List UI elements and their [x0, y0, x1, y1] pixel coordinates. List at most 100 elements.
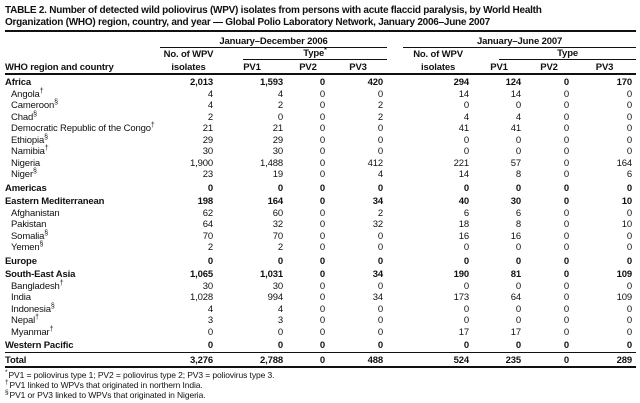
value-cell: 0 [463, 242, 470, 253]
type-footnote-marker: * [324, 46, 327, 54]
table-row: Bangladesh† 30 30 0 0 0 0 0 0 [5, 279, 636, 293]
value-cell: 0 [377, 88, 384, 100]
value-cell: 4 [515, 111, 522, 123]
pv1-header-2007: PV1 [473, 60, 526, 75]
column-gap [387, 267, 403, 281]
value-cell: 198 [197, 196, 214, 207]
value-cell: 0 [319, 100, 325, 111]
period-2006-header: January–December 2006 [160, 31, 388, 48]
table-row: Niger§ 23 19 0 4 14 8 0 6 [5, 167, 636, 181]
value-cell: 2 [377, 100, 384, 111]
pv2-header-2006: PV2 [287, 60, 329, 75]
value-cell: 0 [563, 157, 570, 169]
table-row: Ethiopia§ 29 29 0 0 0 0 0 0 [5, 133, 636, 147]
value-cell: 0 [277, 326, 283, 338]
footnote-marker: † [35, 313, 39, 321]
value-cell: 0 [515, 182, 522, 194]
value-cell: 4 [207, 303, 213, 315]
value-cell: 0 [563, 292, 570, 303]
column-gap [387, 112, 403, 124]
isolates-subheader-2006: isolates [160, 60, 217, 75]
value-cell: 2,013 [189, 77, 213, 88]
value-cell: 2 [377, 111, 384, 123]
row-label: Chad§ [11, 110, 37, 123]
value-cell: 0 [515, 100, 522, 111]
value-cell: 0 [515, 303, 522, 315]
value-cell: 4 [463, 111, 470, 123]
table-row: South-East Asia 1,065 1,031 0 34 190 81 0 109 [5, 267, 636, 281]
column-gap [387, 48, 403, 61]
value-cell: 3 [277, 315, 283, 326]
isolates-header-2006: No. of WPV [163, 49, 214, 60]
row-label: Pakistan [11, 219, 47, 230]
row-label: Americas [5, 182, 47, 194]
type-label-2006: Type [303, 48, 325, 59]
footnote-marker: † [44, 144, 49, 152]
value-cell: 0 [319, 196, 325, 207]
value-cell: 41 [510, 123, 522, 134]
value-cell: 289 [573, 351, 637, 368]
value-cell: 14 [458, 88, 470, 100]
value-cell: 294 [453, 77, 470, 88]
row-label: Democratic Republic of the Congo† [11, 121, 155, 134]
value-cell: 0 [319, 88, 325, 100]
value-cell: 2,788 [217, 351, 287, 368]
value-cell: 34 [372, 196, 384, 207]
value-cell: 3,276 [160, 351, 217, 368]
value-cell: 164 [616, 157, 633, 169]
row-label: Western Pacific [5, 340, 74, 351]
footnote-type-definitions: *PV1 = poliovirus type 1; PV2 = poliovir… [5, 369, 636, 380]
value-cell: 30 [202, 280, 213, 292]
value-cell: 0 [277, 182, 283, 194]
value-cell: 34 [372, 269, 384, 280]
value-cell: 0 [463, 182, 470, 194]
value-cell: 0 [319, 134, 325, 146]
value-cell: 190 [453, 269, 470, 280]
value-cell: 0 [626, 134, 633, 146]
value-cell: 18 [458, 219, 470, 230]
value-cell: 1,031 [259, 269, 283, 280]
value-cell: 70 [202, 230, 213, 242]
value-cell: 2 [377, 207, 384, 219]
footnote-marker: § [32, 167, 37, 175]
row-label: Ethiopia§ [11, 133, 48, 146]
value-cell: 17 [458, 326, 470, 338]
value-cell: 0 [207, 255, 213, 267]
footnote-marker: § [44, 229, 49, 237]
footnotes: *PV1 = poliovirus type 1; PV2 = poliovir… [5, 369, 636, 400]
row-label: Nigeria [11, 157, 41, 169]
footnote-marker: † [59, 279, 64, 287]
value-cell: 30 [272, 146, 283, 157]
table-row: Democratic Republic of the Congo† 21 21 0 0 4… [5, 121, 636, 135]
value-cell: 0 [626, 340, 633, 351]
value-cell: 16 [458, 230, 470, 242]
value-cell: 994 [267, 292, 284, 303]
value-cell: 0 [626, 230, 633, 242]
value-cell: 0 [319, 146, 325, 157]
column-gap [387, 231, 403, 243]
value-cell: 0 [563, 134, 570, 146]
value-cell: 0 [515, 255, 522, 267]
footnote-marker: † [49, 325, 54, 333]
value-cell: 19 [272, 169, 283, 180]
corner-cell [5, 48, 160, 61]
value-cell: 0 [563, 100, 570, 111]
column-gap [387, 208, 403, 220]
value-cell: 0 [515, 242, 522, 253]
type-header-2006: Type* [217, 46, 388, 60]
value-cell: 170 [616, 77, 633, 88]
wpv-isolates-table: January–December 2006 January–June 2007 … [5, 30, 637, 368]
value-cell: 0 [563, 146, 570, 157]
value-cell: 0 [319, 182, 325, 194]
table-row: Namibia† 30 30 0 0 0 0 0 0 [5, 144, 636, 158]
table-row: Pakistan 64 32 0 32 18 8 0 10 [5, 219, 636, 231]
pv1-header-2006: PV1 [217, 60, 287, 75]
value-cell: 0 [563, 230, 570, 242]
table-row: Yemen§ 2 2 0 0 0 0 0 0 [5, 241, 636, 254]
column-gap [387, 338, 403, 352]
row-label: Angola† [11, 87, 44, 100]
value-cell: 0 [563, 315, 570, 326]
row-label: South-East Asia [5, 269, 76, 280]
column-gap [387, 169, 403, 181]
column-gap [387, 181, 403, 195]
